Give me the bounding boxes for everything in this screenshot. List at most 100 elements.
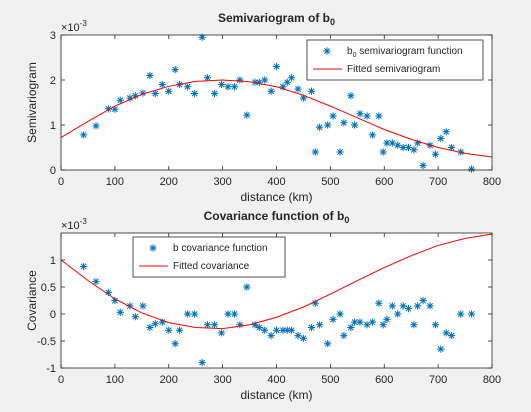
data-point-40 (340, 119, 348, 127)
chart-panel-1: 0 100 200 300 400 500 600 700 800 0 1 2 3 ×10-3 Semiva… (25, 11, 501, 204)
legend-marker-icon (149, 244, 157, 252)
data-point-20 (224, 83, 232, 91)
data-point-52 (404, 305, 413, 313)
data-point-39 (336, 310, 344, 318)
data-point-7 (139, 89, 147, 97)
legend-line-label: Fitted covariance (173, 261, 250, 272)
x-tick-label: 200 (160, 374, 178, 386)
data-point-50 (394, 310, 402, 318)
legend-marker-label: b0 semivariogram function (347, 46, 463, 59)
x-tick-label: 300 (213, 374, 231, 386)
data-point-9 (151, 320, 159, 328)
legend: b covariance function Fitted covariance (132, 236, 286, 278)
chart-title: Covariance function of b0 (204, 209, 350, 225)
marker-series (80, 33, 476, 173)
data-point-8 (146, 71, 154, 80)
y-tick-label: 0 (50, 165, 56, 177)
data-point-40 (340, 332, 348, 340)
data-point-19 (217, 80, 226, 89)
data-point-23 (243, 111, 251, 119)
y-tick-label: 1 (50, 255, 56, 267)
data-point-60 (447, 143, 456, 152)
data-point-53 (410, 146, 418, 154)
data-point-37 (324, 121, 332, 129)
data-point-29 (279, 83, 287, 91)
chart-panel-2: 0 100 200 300 400 500 600 700 800 -1 -0.5 0 0.5 1 ×10-… (25, 209, 501, 402)
data-point-43 (356, 318, 364, 326)
data-point-0 (80, 131, 88, 139)
x-axis-label: distance (km) (240, 190, 312, 204)
data-point-57 (431, 321, 440, 329)
data-point-29 (279, 326, 287, 334)
legend-marker-icon (323, 47, 331, 55)
data-point-31 (287, 326, 296, 334)
x-tick-label: 500 (321, 374, 339, 386)
data-point-22 (236, 76, 244, 84)
data-point-62 (467, 310, 476, 318)
fitted-curve-line (60, 79, 493, 158)
data-point-16 (198, 359, 206, 367)
data-point-49 (388, 139, 396, 147)
axis-exponent-label: ×10-3 (61, 19, 87, 34)
data-point-37 (324, 340, 332, 348)
data-point-32 (294, 85, 302, 93)
data-point-14 (184, 83, 192, 91)
data-point-32 (294, 332, 302, 340)
data-point-8 (146, 323, 154, 332)
legend-line-label: Fitted semivariogram (347, 64, 440, 75)
data-point-21 (230, 310, 239, 318)
data-point-35 (311, 148, 319, 156)
x-axis-label: distance (km) (240, 388, 312, 402)
x-tick-label: 100 (106, 374, 124, 386)
data-point-45 (368, 318, 376, 326)
data-point-21 (230, 83, 239, 91)
data-point-11 (165, 326, 173, 334)
y-tick-label: 3 (50, 30, 56, 42)
x-tick-label: 0 (58, 374, 64, 386)
data-point-2 (104, 288, 113, 296)
data-point-27 (267, 87, 275, 95)
data-point-44 (363, 321, 371, 329)
data-point-15 (191, 89, 199, 98)
data-point-36 (316, 321, 324, 329)
chart-title: Semivariogram of b0 (218, 11, 335, 27)
data-point-7 (139, 302, 147, 310)
data-point-17 (203, 321, 212, 329)
x-tick-label: 0 (58, 176, 64, 188)
y-tick-label: 0 (50, 309, 56, 321)
data-point-30 (283, 78, 291, 86)
data-point-22 (236, 321, 244, 329)
data-point-53 (410, 321, 418, 329)
data-point-19 (217, 329, 226, 337)
data-point-35 (311, 299, 319, 307)
legend-box (132, 236, 286, 278)
data-point-41 (347, 323, 355, 332)
data-point-50 (394, 141, 402, 149)
data-point-15 (191, 310, 199, 318)
data-point-33 (299, 334, 308, 342)
data-point-55 (419, 161, 427, 170)
data-point-34 (307, 87, 316, 95)
y-axis-label: Semivariogram (25, 62, 39, 143)
data-point-6 (131, 92, 139, 100)
data-point-49 (388, 302, 396, 310)
legend-box (306, 39, 484, 81)
y-axis-label: Covariance (25, 270, 39, 331)
x-tick-label: 800 (483, 176, 501, 188)
data-point-23 (243, 283, 251, 291)
data-point-47 (379, 148, 387, 156)
data-point-16 (198, 33, 206, 41)
x-tick-label: 300 (213, 176, 231, 188)
data-point-44 (363, 112, 371, 120)
data-point-0 (80, 262, 88, 271)
data-point-42 (351, 318, 359, 326)
data-point-30 (283, 326, 291, 334)
data-point-46 (375, 299, 383, 307)
data-point-60 (447, 332, 456, 340)
y-tick-label: -1 (46, 363, 56, 375)
data-point-38 (329, 315, 337, 323)
data-point-12 (171, 340, 179, 348)
data-point-18 (210, 321, 219, 329)
data-point-18 (210, 89, 219, 98)
